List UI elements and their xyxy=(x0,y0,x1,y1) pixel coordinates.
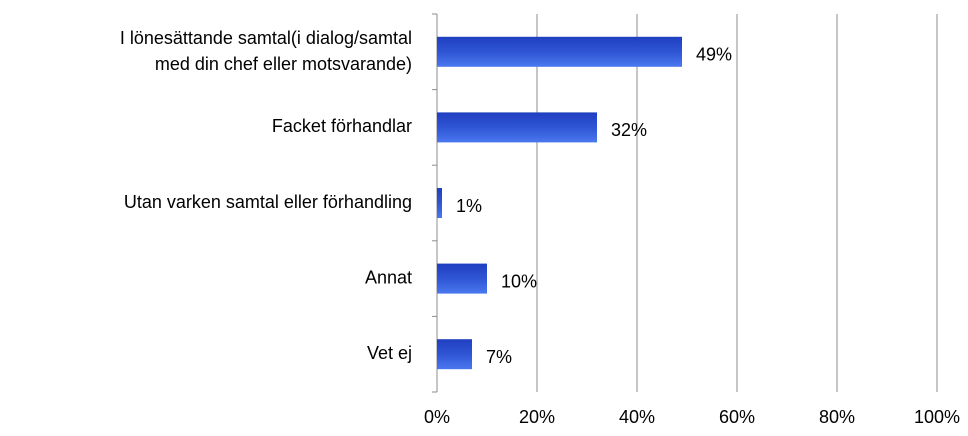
x-tick-label: 20% xyxy=(519,407,555,427)
bar xyxy=(437,36,682,67)
value-label: 49% xyxy=(696,45,732,65)
x-tick-label: 0% xyxy=(424,407,450,427)
y-tick-label: I lönesättande samtal(i dialog/samtal med… xyxy=(120,28,412,74)
x-tick-label: 80% xyxy=(819,407,855,427)
value-label: 32% xyxy=(611,120,647,140)
value-label: 10% xyxy=(501,271,537,291)
x-tick-label: 100% xyxy=(914,407,960,427)
bar xyxy=(437,188,442,218)
bar xyxy=(437,339,472,370)
x-tick-label: 40% xyxy=(619,407,655,427)
label-line: med din chef eller motsvarande) xyxy=(155,54,412,74)
x-tick-label: 60% xyxy=(719,407,755,427)
y-tick-label: Facket förhandlar xyxy=(272,116,412,136)
y-tick-label: Utan varken samtal eller förhandling xyxy=(124,192,412,212)
y-tick-label: Annat xyxy=(365,267,412,287)
value-label: 7% xyxy=(486,347,512,367)
value-label: 1% xyxy=(456,196,482,216)
bar xyxy=(437,112,597,143)
label-line: I lönesättande samtal(i dialog/samtal xyxy=(120,28,412,48)
y-tick-label: Vet ej xyxy=(367,343,412,363)
bar xyxy=(437,263,487,294)
